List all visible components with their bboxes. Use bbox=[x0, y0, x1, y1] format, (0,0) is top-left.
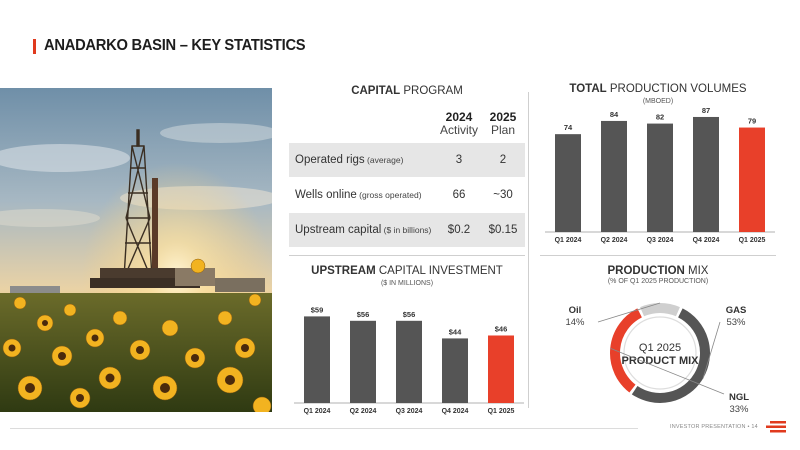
bar-4 bbox=[488, 335, 514, 403]
bar-0 bbox=[555, 134, 581, 232]
donut-center bbox=[623, 316, 697, 390]
company-logo-icon bbox=[766, 421, 786, 433]
leader-line-oil bbox=[597, 302, 661, 323]
tick-label-0: Q1 2024 bbox=[555, 237, 582, 244]
data-label-4: $46 bbox=[495, 324, 508, 333]
table-row: Operated rigs (average) 3 2 bbox=[289, 143, 525, 177]
slice-name-ngl: NGL bbox=[729, 392, 749, 403]
data-label-1: 84 bbox=[610, 110, 619, 119]
tick-label-1: Q2 2024 bbox=[601, 237, 628, 244]
footer-rule bbox=[10, 428, 638, 429]
tick-label-4: Q1 2025 bbox=[488, 408, 515, 415]
horizontal-divider-right bbox=[540, 255, 776, 256]
slice-value-ngl: 33% bbox=[729, 404, 749, 415]
slice-value-oil: 14% bbox=[565, 317, 585, 328]
data-label-0: $59 bbox=[311, 305, 324, 314]
table-header: 2024 Activity 2025 Plan bbox=[289, 108, 525, 140]
production-volumes-chart: 74 Q1 2024 84 Q2 2024 82 Q3 2024 87 Q4 2024 79 Q1… bbox=[545, 106, 775, 244]
tick-label-0: Q1 2024 bbox=[304, 408, 331, 415]
capital-program-title: CAPITAL PROGRAM bbox=[351, 85, 463, 97]
slice-name-gas: GAS bbox=[726, 305, 747, 316]
capital-investment-title: UPSTREAM CAPITAL INVESTMENT bbox=[311, 265, 503, 277]
center-label-0: Q1 2025 bbox=[639, 342, 681, 354]
data-label-3: $44 bbox=[449, 327, 462, 336]
bar-0 bbox=[304, 316, 330, 403]
title-accent-bar bbox=[33, 38, 36, 54]
bar-4 bbox=[739, 127, 765, 232]
page-header: ANADARKO BASIN – KEY STATISTICS bbox=[33, 37, 328, 54]
page-title: ANADARKO BASIN – KEY STATISTICS bbox=[44, 37, 306, 54]
column-header-2025: 2025 Plan bbox=[489, 110, 517, 137]
table-row: Wells online (gross operated) 66 ~30 bbox=[295, 189, 513, 201]
tick-label-3: Q4 2024 bbox=[693, 237, 720, 244]
data-label-2: $56 bbox=[403, 310, 416, 319]
data-label-2: 82 bbox=[656, 113, 664, 122]
bar-3 bbox=[442, 338, 468, 403]
bar-2 bbox=[647, 123, 673, 232]
production-mix-subtitle: (% OF Q1 2025 PRODUCTION) bbox=[607, 278, 709, 285]
data-label-1: $56 bbox=[357, 310, 370, 319]
bar-2 bbox=[396, 320, 422, 403]
tick-label-2: Q3 2024 bbox=[396, 408, 423, 415]
slice-value-gas: 53% bbox=[726, 317, 746, 328]
column-header-2024: 2024 Activity bbox=[439, 110, 478, 137]
tick-label-3: Q4 2024 bbox=[442, 408, 469, 415]
data-label-4: 79 bbox=[748, 117, 756, 126]
data-label-3: 87 bbox=[702, 106, 710, 115]
slice-name-oil: Oil bbox=[569, 305, 582, 316]
production-mix-title: PRODUCTION MIX bbox=[607, 265, 709, 277]
center-label-1: PRODUCT MIX bbox=[622, 355, 700, 367]
horizontal-divider-left bbox=[289, 255, 525, 256]
bar-3 bbox=[693, 116, 719, 232]
photo-illustration bbox=[0, 88, 272, 412]
tick-label-4: Q1 2025 bbox=[739, 237, 766, 244]
production-volumes-subtitle: (MBOED) bbox=[642, 98, 674, 105]
slice-ngl bbox=[610, 308, 643, 393]
rig-sunflower-photo bbox=[0, 88, 272, 412]
bar-1 bbox=[350, 320, 376, 403]
bar-1 bbox=[601, 120, 627, 232]
production-volumes-title: TOTAL PRODUCTION VOLUMES bbox=[569, 83, 747, 95]
capital-program-table: 2024 Activity 2025 Plan Operated rigs (a… bbox=[289, 108, 525, 247]
capital-investment-subtitle: ($ IN MILLIONS) bbox=[380, 280, 434, 287]
capital-investment-chart: $59 Q1 2024 $56 Q2 2024 $56 Q3 2024 $44 Q4 2024… bbox=[294, 305, 524, 415]
leader-line-ngl bbox=[610, 347, 725, 395]
slice-gas bbox=[631, 308, 710, 403]
slice-oil bbox=[640, 303, 680, 317]
table-row: Upstream capital ($ in billions) $0.2 $0… bbox=[289, 213, 525, 247]
tick-label-1: Q2 2024 bbox=[350, 408, 377, 415]
leader-line-gas bbox=[702, 321, 721, 379]
vertical-divider bbox=[528, 92, 529, 408]
footer-label: INVESTOR PRESENTATION • 14 bbox=[670, 424, 758, 430]
tick-label-2: Q3 2024 bbox=[647, 237, 674, 244]
data-label-0: 74 bbox=[564, 123, 573, 132]
